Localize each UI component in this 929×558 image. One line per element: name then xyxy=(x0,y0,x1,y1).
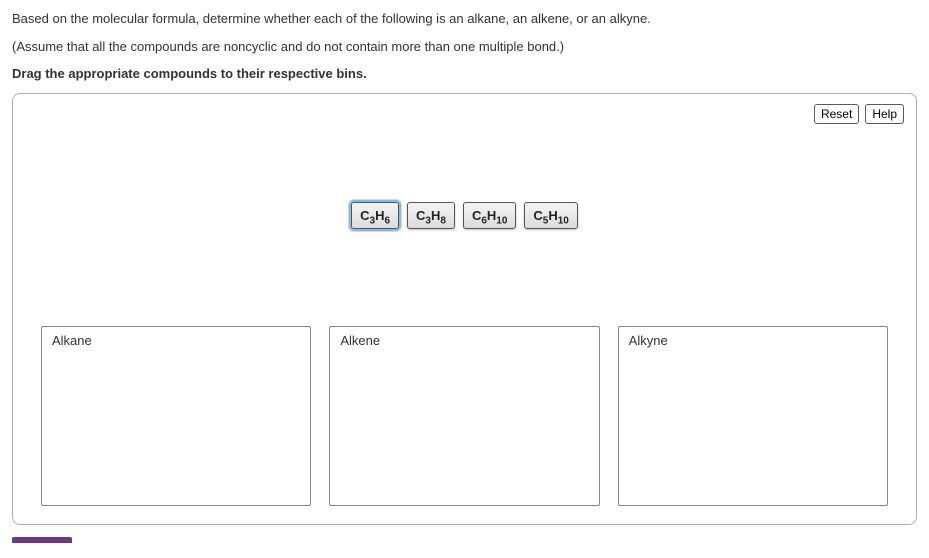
question-line-2: (Assume that all the compounds are noncy… xyxy=(12,38,917,56)
reset-button[interactable]: Reset xyxy=(814,104,859,124)
compound-chip-1[interactable]: C3H8 xyxy=(407,202,455,229)
question-instruction: Drag the appropriate compounds to their … xyxy=(12,66,917,81)
compound-chip-0[interactable]: C3H6 xyxy=(351,202,399,229)
question-line-1: Based on the molecular formula, determin… xyxy=(12,10,917,28)
bottom-accent-bar xyxy=(12,537,72,543)
bin-alkane[interactable]: Alkane xyxy=(41,326,311,506)
bin-label: Alkane xyxy=(52,333,92,348)
interaction-panel: Reset Help C3H6 C3H8 C6H10 C5H10 Alkane Alke… xyxy=(12,93,917,525)
compound-chip-3[interactable]: C5H10 xyxy=(524,202,577,229)
help-button[interactable]: Help xyxy=(865,104,904,124)
bin-alkyne[interactable]: Alkyne xyxy=(618,326,888,506)
bin-label: Alkyne xyxy=(629,333,668,348)
draggable-compounds-row: C3H6 C3H8 C6H10 C5H10 xyxy=(13,202,916,229)
bin-label: Alkene xyxy=(340,333,380,348)
compound-chip-2[interactable]: C6H10 xyxy=(463,202,516,229)
panel-toolbar: Reset Help xyxy=(814,104,904,124)
question-area: Based on the molecular formula, determin… xyxy=(0,0,929,81)
bins-row: Alkane Alkene Alkyne xyxy=(13,326,916,506)
bin-alkene[interactable]: Alkene xyxy=(329,326,599,506)
